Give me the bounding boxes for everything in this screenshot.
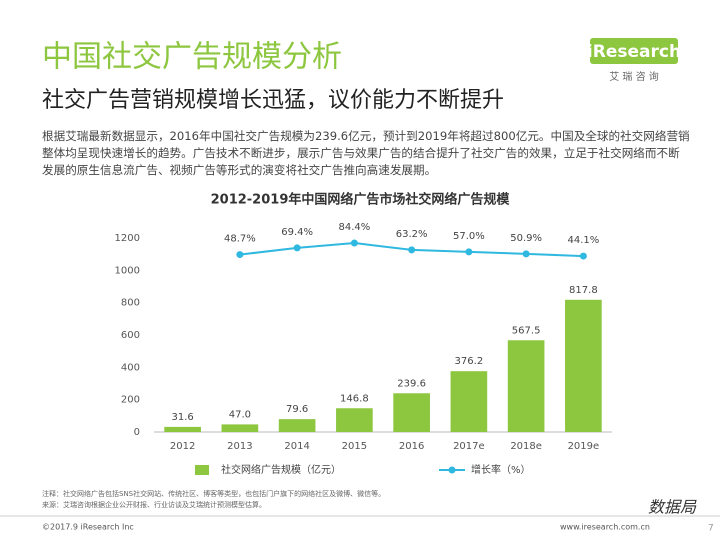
line-value-label: 63.2%: [396, 229, 428, 240]
line-point: [465, 248, 473, 256]
legend-swatch: [195, 465, 209, 475]
line-point: [236, 251, 244, 259]
legend-label: 增长率（%）: [471, 463, 531, 476]
x-tick-label: 2012: [170, 441, 195, 452]
x-tick-label: 2019e: [568, 441, 600, 452]
footer-website: www.iresearch.com.cn: [560, 523, 650, 532]
y-tick-label: 1200: [115, 233, 140, 244]
y-tick-label: 400: [121, 362, 140, 373]
page-number: 7: [708, 524, 714, 534]
watermark: 数据局: [648, 498, 697, 517]
y-tick-label: 200: [121, 395, 140, 406]
note: 来源：艾瑞咨询根据企业公开财报、行业访谈及艾瑞统计预测模型估算。: [42, 500, 266, 509]
line-point: [408, 246, 416, 254]
x-tick-label: 2015: [342, 441, 367, 452]
x-tick-label: 2018e: [510, 441, 542, 452]
y-tick-label: 1000: [115, 265, 140, 276]
line-value-label: 44.1%: [567, 235, 599, 246]
line-value-label: 50.9%: [510, 233, 542, 244]
bar: [393, 393, 430, 432]
bar: [336, 408, 373, 432]
note: 注释：社交网络广告包括SNS社交网站、传统社区、博客等类型，也包括门户旗下的网络…: [42, 489, 385, 498]
x-tick-label: 2017e: [453, 441, 485, 452]
bar: [450, 371, 488, 432]
line-point: [579, 252, 587, 260]
line-point: [293, 244, 301, 252]
bar-value-label: 817.8: [569, 285, 598, 296]
logo-brand: iResearch: [587, 42, 681, 62]
body-text: 根据艾瑞最新数据显示，2016年中国社交广告规模为239.6亿元，预计到2019…: [42, 129, 690, 177]
bar: [565, 299, 602, 432]
y-tick-label: 600: [121, 330, 140, 341]
logo-box: [590, 38, 678, 64]
legend-swatch: [448, 466, 456, 474]
line-value-label: 84.4%: [338, 222, 370, 233]
bar-value-label: 376.2: [455, 356, 484, 367]
bar-value-label: 567.5: [512, 325, 541, 336]
bar-value-label: 79.6: [286, 404, 308, 415]
bar: [278, 419, 316, 432]
line-value-label: 57.0%: [453, 231, 485, 242]
bar-value-label: 239.6: [397, 378, 426, 389]
slide-title: 中国社交广告规模分析: [42, 40, 342, 75]
chart-title: 2012-2019年中国网络广告市场社交网络广告规模: [211, 192, 511, 208]
bar: [164, 426, 201, 432]
x-tick-label: 2014: [284, 441, 309, 452]
bar: [221, 424, 259, 432]
line-point: [522, 250, 530, 258]
logo-tagline: 艾 瑞 咨 询: [609, 70, 659, 83]
y-tick-label: 0: [134, 427, 140, 438]
bar-value-label: 31.6: [171, 412, 193, 423]
line-value-label: 69.4%: [281, 227, 313, 238]
legend-label: 社交网络广告规模（亿元）: [221, 463, 341, 476]
slide-subtitle: 社交广告营销规模增长迅猛，议价能力不断提升: [42, 88, 504, 113]
x-tick-label: 2016: [399, 441, 424, 452]
bar-value-label: 47.0: [229, 409, 251, 420]
footer-copyright: ©2017.9 iResearch Inc: [42, 523, 134, 532]
bar: [507, 340, 545, 432]
line-point: [350, 239, 358, 247]
x-tick-label: 2013: [227, 441, 252, 452]
bar-value-label: 146.8: [340, 393, 369, 404]
line-value-label: 48.7%: [224, 234, 256, 245]
y-tick-label: 800: [121, 298, 140, 309]
